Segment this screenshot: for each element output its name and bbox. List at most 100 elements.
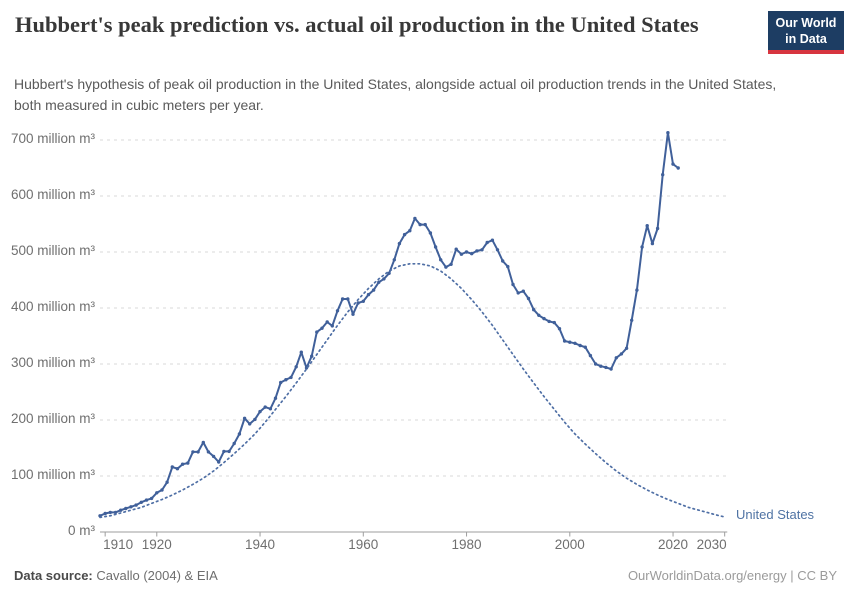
data-point-marker[interactable] (310, 354, 314, 358)
data-point-marker[interactable] (387, 271, 391, 275)
data-point-marker[interactable] (521, 289, 525, 293)
hubbert-prediction-curve[interactable] (99, 262, 726, 519)
data-point-marker[interactable] (470, 252, 474, 256)
data-point-marker[interactable] (191, 450, 195, 454)
data-point-marker[interactable] (237, 432, 242, 436)
data-point-marker[interactable] (464, 250, 469, 254)
data-point-marker[interactable] (170, 465, 174, 469)
data-point-marker[interactable] (397, 241, 402, 246)
data-point-marker[interactable] (346, 297, 350, 301)
data-point-marker[interactable] (640, 245, 644, 249)
data-point-marker[interactable] (433, 245, 438, 249)
data-point-marker[interactable] (655, 226, 660, 231)
data-point-marker[interactable] (671, 162, 675, 166)
data-point-marker[interactable] (588, 353, 593, 358)
data-point-marker[interactable] (325, 320, 329, 324)
data-point-marker[interactable] (165, 480, 169, 484)
data-point-marker[interactable] (630, 318, 634, 322)
data-point-marker[interactable] (578, 343, 582, 348)
data-point-marker[interactable] (542, 316, 546, 321)
data-point-marker[interactable] (475, 249, 479, 253)
data-point-marker[interactable] (614, 356, 618, 360)
owid-logo[interactable]: Our World in Data (768, 11, 844, 54)
data-point-marker[interactable] (186, 461, 190, 465)
data-point-marker[interactable] (382, 277, 386, 281)
data-point-marker[interactable] (454, 247, 458, 251)
data-point-marker[interactable] (211, 454, 216, 459)
data-point-marker[interactable] (423, 222, 427, 227)
data-point-marker[interactable] (666, 131, 670, 135)
data-point-marker[interactable] (119, 508, 123, 512)
data-point-marker[interactable] (315, 330, 319, 334)
data-point-marker[interactable] (113, 510, 118, 515)
actual-production-line[interactable] (99, 131, 679, 517)
data-point-marker[interactable] (501, 259, 505, 263)
data-point-marker[interactable] (103, 511, 107, 516)
data-point-marker[interactable] (495, 248, 500, 252)
credit-link[interactable]: OurWorldinData.org/energy | CC BY (627, 568, 837, 583)
data-point-marker[interactable] (449, 262, 453, 266)
data-point-marker[interactable] (511, 282, 515, 287)
data-point-marker[interactable] (320, 326, 324, 330)
data-point-marker[interactable] (232, 441, 236, 446)
data-point-marker[interactable] (201, 440, 205, 445)
data-point-marker[interactable] (619, 352, 624, 356)
data-point-marker[interactable] (139, 500, 143, 504)
data-point-marker[interactable] (273, 396, 278, 400)
data-point-marker[interactable] (480, 248, 484, 252)
data-point-marker[interactable] (196, 450, 200, 454)
data-point-marker[interactable] (222, 449, 226, 454)
data-point-marker[interactable] (444, 265, 448, 269)
data-point-marker[interactable] (568, 340, 572, 344)
data-point-marker[interactable] (268, 407, 273, 411)
data-point-marker[interactable] (532, 308, 536, 312)
data-point-marker[interactable] (593, 362, 598, 366)
data-point-marker[interactable] (242, 416, 247, 420)
data-point-marker[interactable] (408, 229, 412, 233)
data-point-marker[interactable] (124, 506, 128, 511)
data-point-marker[interactable] (366, 292, 371, 297)
data-point-marker[interactable] (134, 503, 138, 507)
data-point-marker[interactable] (155, 491, 159, 495)
data-point-marker[interactable] (490, 238, 495, 242)
data-point-marker[interactable] (175, 467, 180, 471)
data-point-marker[interactable] (371, 288, 376, 292)
data-point-marker[interactable] (149, 496, 154, 501)
data-point-marker[interactable] (263, 405, 267, 409)
data-point-marker[interactable] (108, 510, 113, 515)
data-point-marker[interactable] (227, 449, 231, 454)
data-point-marker[interactable] (299, 350, 303, 354)
data-point-marker[interactable] (335, 309, 340, 313)
data-point-marker[interactable] (361, 299, 365, 303)
data-point-marker[interactable] (402, 232, 407, 237)
data-point-marker[interactable] (413, 216, 417, 221)
data-point-marker[interactable] (428, 231, 433, 235)
data-point-marker[interactable] (330, 324, 334, 328)
series-end-label[interactable]: United States (736, 507, 815, 522)
data-point-marker[interactable] (516, 291, 520, 295)
data-point-marker[interactable] (439, 258, 443, 262)
data-point-marker[interactable] (609, 367, 613, 371)
data-point-marker[interactable] (284, 378, 288, 382)
data-point-marker[interactable] (645, 224, 649, 228)
data-point-marker[interactable] (253, 417, 257, 422)
data-point-marker[interactable] (604, 365, 608, 370)
data-point-marker[interactable] (160, 488, 164, 492)
data-point-marker[interactable] (552, 320, 556, 325)
data-point-marker[interactable] (547, 319, 551, 324)
data-point-marker[interactable] (356, 301, 360, 305)
data-point-marker[interactable] (351, 312, 355, 316)
data-point-marker[interactable] (506, 264, 510, 269)
data-point-marker[interactable] (217, 460, 221, 464)
data-point-marker[interactable] (573, 341, 577, 345)
data-point-marker[interactable] (650, 241, 655, 246)
data-point-marker[interactable] (676, 166, 680, 170)
data-point-marker[interactable] (144, 498, 149, 502)
data-point-marker[interactable] (624, 346, 629, 350)
data-point-marker[interactable] (248, 422, 252, 426)
data-point-marker[interactable] (294, 365, 298, 369)
data-point-marker[interactable] (661, 173, 665, 177)
data-point-marker[interactable] (258, 409, 262, 414)
data-point-marker[interactable] (459, 252, 464, 256)
data-point-marker[interactable] (635, 288, 639, 292)
